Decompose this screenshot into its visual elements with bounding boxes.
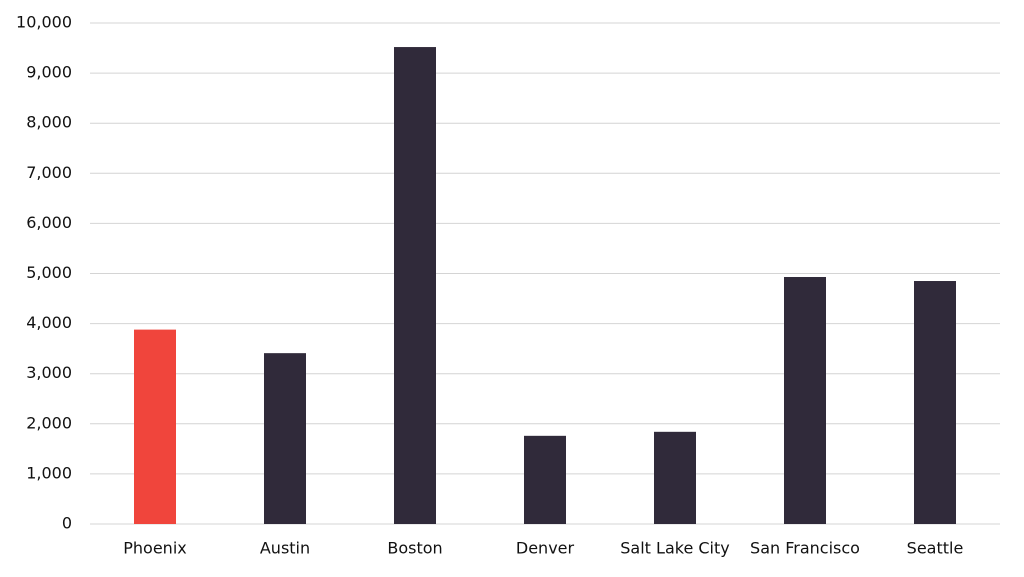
bar [914, 281, 956, 524]
y-tick-label: 10,000 [16, 13, 72, 32]
x-tick-label: San Francisco [750, 539, 860, 558]
y-tick-label: 1,000 [26, 463, 72, 482]
bar [394, 47, 436, 524]
bar [134, 329, 176, 524]
y-tick-label: 5,000 [26, 263, 72, 282]
x-tick-label: Salt Lake City [620, 539, 729, 558]
y-tick-label: 7,000 [26, 163, 72, 182]
x-tick-label: Denver [516, 539, 575, 558]
y-tick-label: 9,000 [26, 63, 72, 82]
bar [264, 353, 306, 524]
bar [654, 431, 696, 524]
y-tick-label: 4,000 [26, 313, 72, 332]
bar [784, 277, 826, 524]
y-tick-label: 8,000 [26, 113, 72, 132]
x-tick-label: Phoenix [123, 539, 186, 558]
x-tick-label: Boston [387, 539, 442, 558]
x-tick-label: Seattle [907, 539, 964, 558]
y-tick-label: 2,000 [26, 413, 72, 432]
y-tick-label: 0 [62, 514, 72, 533]
y-tick-label: 3,000 [26, 363, 72, 382]
x-tick-label: Austin [260, 539, 310, 558]
bar [524, 435, 566, 524]
y-tick-label: 6,000 [26, 213, 72, 232]
